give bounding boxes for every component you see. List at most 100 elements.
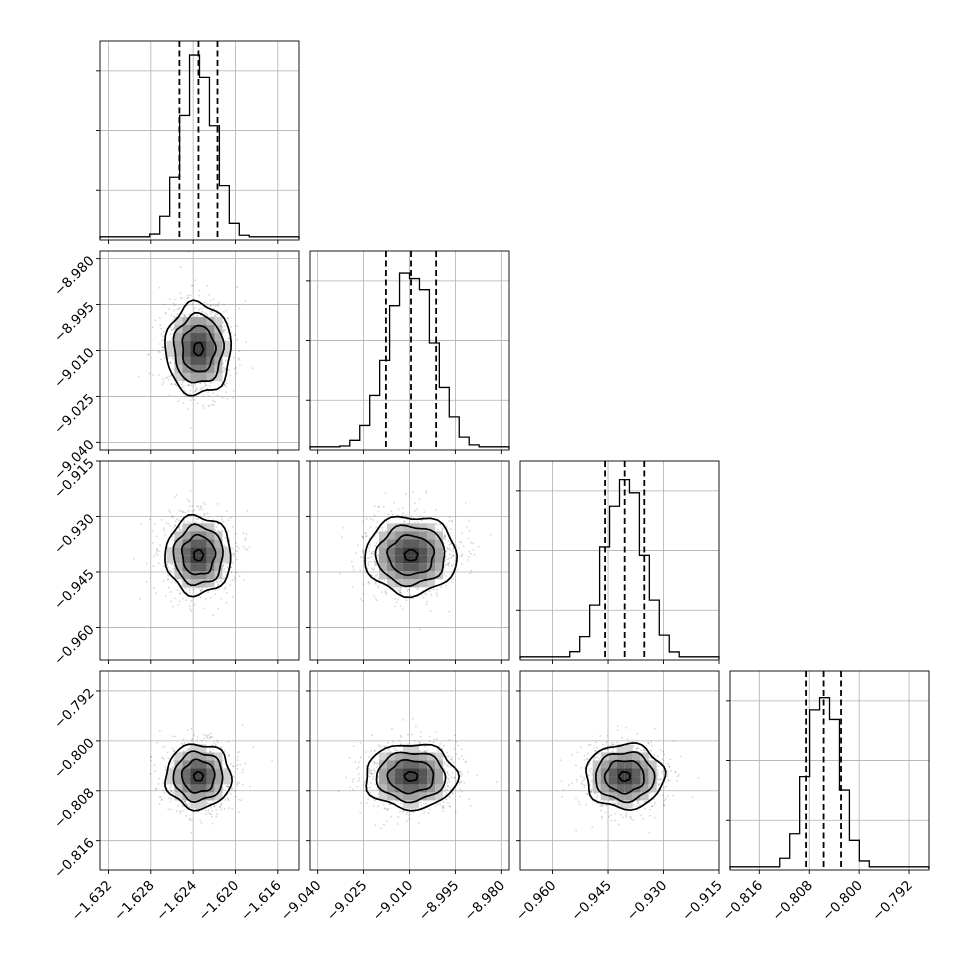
- sample-point: [342, 527, 345, 529]
- density-cell: [419, 523, 428, 532]
- sample-point: [186, 297, 189, 300]
- sample-point: [371, 769, 374, 772]
- sample-point: [174, 524, 177, 527]
- sample-point: [225, 382, 228, 385]
- sample-point: [205, 809, 208, 812]
- sample-point: [440, 586, 443, 589]
- sample-point: [172, 319, 175, 321]
- sample-point: [246, 548, 249, 551]
- sample-point: [161, 339, 164, 342]
- sample-point: [193, 588, 196, 591]
- sample-point: [223, 384, 226, 386]
- sample-point: [366, 557, 369, 560]
- sample-point: [361, 520, 364, 523]
- sample-point: [392, 501, 395, 504]
- sample-point: [165, 522, 168, 524]
- sample-point: [192, 284, 195, 287]
- sample-point: [425, 490, 427, 492]
- sample-point: [227, 786, 230, 788]
- sample-point: [244, 539, 247, 542]
- sample-point: [168, 586, 170, 589]
- x-tick-label: −1.624: [153, 878, 200, 925]
- sample-point: [242, 545, 245, 548]
- sample-point: [362, 550, 364, 553]
- sample-point: [225, 391, 227, 394]
- sample-point: [373, 514, 376, 517]
- density-cell: [206, 547, 215, 556]
- sample-point: [455, 741, 458, 743]
- sample-point: [360, 597, 362, 600]
- sample-point: [252, 746, 255, 748]
- sample-point: [467, 519, 470, 522]
- sample-point: [203, 737, 206, 740]
- density-cell: [419, 555, 428, 564]
- sample-point: [168, 509, 171, 512]
- sample-point: [209, 305, 212, 307]
- sample-point: [397, 598, 399, 601]
- y-tick-label: −0.945: [51, 566, 98, 613]
- sample-point: [207, 405, 210, 408]
- sample-point: [174, 383, 177, 385]
- sample-point: [359, 812, 362, 814]
- sample-point: [193, 398, 196, 401]
- sample-point: [161, 383, 164, 386]
- sample-point: [183, 742, 186, 745]
- sample-point: [214, 529, 217, 531]
- sample-point: [238, 575, 241, 578]
- sample-point: [176, 308, 179, 311]
- sample-point: [209, 748, 211, 750]
- sample-point: [454, 811, 457, 814]
- sample-point: [202, 395, 204, 397]
- sample-point: [369, 791, 371, 794]
- sample-point: [370, 552, 373, 555]
- sample-point: [170, 383, 173, 385]
- sample-point: [352, 778, 355, 780]
- sample-point: [411, 717, 414, 720]
- sample-point: [166, 376, 169, 379]
- sample-point: [443, 763, 446, 765]
- sample-point: [186, 729, 189, 731]
- density-cell: [182, 332, 191, 341]
- sample-point: [373, 567, 375, 570]
- sample-point: [462, 545, 465, 547]
- sample-point: [407, 733, 409, 736]
- sample-point: [467, 770, 469, 773]
- sample-point: [468, 556, 470, 558]
- sample-point: [393, 747, 395, 750]
- sample-point: [370, 560, 373, 563]
- sample-point: [223, 588, 226, 590]
- sample-point: [159, 796, 162, 798]
- sample-point: [209, 299, 212, 302]
- sample-point: [426, 749, 429, 751]
- sample-point: [202, 733, 205, 736]
- sample-point: [212, 748, 215, 751]
- sample-point: [238, 798, 240, 801]
- sample-point: [140, 523, 143, 526]
- sample-point: [180, 510, 183, 512]
- sample-point: [368, 767, 371, 770]
- sample-point: [377, 554, 380, 557]
- sample-point: [188, 500, 191, 503]
- sample-point: [207, 809, 210, 812]
- sample-point: [191, 738, 194, 741]
- sample-point: [199, 596, 202, 599]
- sample-point: [238, 350, 241, 353]
- sample-point: [150, 755, 152, 758]
- sample-point: [181, 810, 184, 812]
- sample-point: [443, 535, 446, 538]
- sample-point: [219, 806, 222, 809]
- sample-point: [152, 542, 154, 544]
- sample-point: [161, 746, 164, 749]
- sample-point: [404, 514, 407, 516]
- sample-point: [168, 308, 171, 310]
- sample-point: [209, 310, 212, 313]
- sample-point: [238, 751, 241, 753]
- sample-point: [220, 580, 223, 583]
- sample-point: [468, 550, 470, 553]
- sample-point: [154, 770, 157, 773]
- sample-point: [418, 750, 421, 753]
- sample-point: [208, 294, 210, 296]
- sample-point: [381, 528, 384, 531]
- sample-point: [167, 808, 170, 810]
- sample-point: [449, 549, 452, 551]
